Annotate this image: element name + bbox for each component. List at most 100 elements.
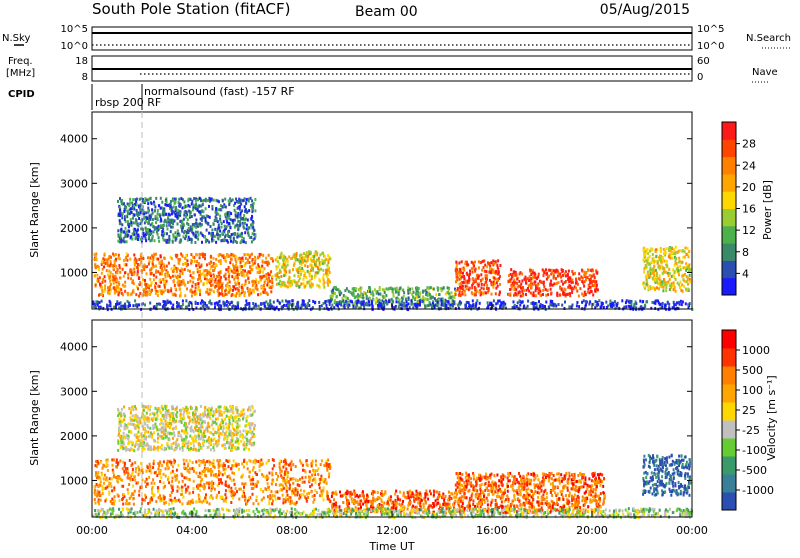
data-cell <box>247 467 249 470</box>
data-cell <box>104 287 106 290</box>
data-cell <box>499 283 501 286</box>
data-cell <box>152 225 154 228</box>
data-cell <box>509 280 511 283</box>
data-cell <box>101 293 103 296</box>
data-cell <box>94 489 96 492</box>
data-cell <box>122 240 124 243</box>
data-cell <box>290 466 292 469</box>
data-cell <box>269 301 271 304</box>
data-cell <box>252 263 254 266</box>
data-cell <box>107 273 109 276</box>
data-cell <box>93 485 95 488</box>
data-cell <box>677 269 679 272</box>
data-cell <box>122 497 124 500</box>
data-cell <box>217 208 219 211</box>
data-cell <box>210 272 212 275</box>
data-cell <box>262 261 264 264</box>
data-cell <box>323 498 325 501</box>
data-cell <box>561 280 563 283</box>
data-cell <box>139 207 141 210</box>
data-cell <box>132 198 134 201</box>
data-cell <box>114 260 116 263</box>
data-cell <box>326 482 328 485</box>
data-cell <box>246 261 248 264</box>
data-cell <box>236 292 238 295</box>
data-cell <box>373 299 375 302</box>
data-cell <box>102 281 104 284</box>
data-cell <box>104 284 106 287</box>
data-cell <box>176 255 178 258</box>
data-cell <box>149 278 151 281</box>
data-cell <box>307 270 309 273</box>
data-cell <box>313 260 315 263</box>
data-cell <box>168 213 170 216</box>
data-cell <box>216 211 218 214</box>
data-cell <box>274 495 276 498</box>
data-cell <box>545 268 547 271</box>
data-cell <box>205 207 207 210</box>
data-cell <box>206 305 208 308</box>
data-cell <box>215 241 217 244</box>
data-cell <box>385 287 387 290</box>
data-cell <box>521 279 523 282</box>
data-cell <box>323 302 325 305</box>
data-cell <box>155 500 157 503</box>
data-cell <box>654 288 656 291</box>
data-cell <box>662 289 664 292</box>
data-cell <box>548 275 550 278</box>
data-cell <box>133 497 135 500</box>
data-cell <box>273 301 275 304</box>
data-cell <box>261 499 263 502</box>
data-cell <box>248 302 250 305</box>
data-cell <box>134 461 136 464</box>
data-cell <box>471 286 473 289</box>
data-cell <box>474 261 476 264</box>
colorbar-swatch <box>722 209 736 227</box>
data-cell <box>222 199 224 202</box>
data-cell <box>210 225 212 228</box>
data-cell <box>211 470 213 473</box>
data-cell <box>670 250 672 253</box>
data-cell <box>116 479 118 482</box>
data-cell <box>217 303 219 306</box>
data-cell <box>279 489 281 492</box>
data-cell <box>243 483 245 486</box>
colorbar-swatch <box>722 157 736 175</box>
data-cell <box>542 293 544 296</box>
data-cell <box>167 460 169 463</box>
data-cell <box>662 272 664 275</box>
data-cell <box>99 484 101 487</box>
data-cell <box>517 286 519 289</box>
data-cell <box>328 472 330 475</box>
data-cell <box>523 289 525 292</box>
data-cell <box>236 283 238 286</box>
data-cell <box>358 288 360 291</box>
data-cell <box>168 481 170 484</box>
data-cell <box>259 469 261 472</box>
data-cell <box>241 265 243 268</box>
data-cell <box>161 272 163 275</box>
data-cell <box>134 479 136 482</box>
data-cell <box>233 254 235 257</box>
data-cell <box>311 267 313 270</box>
data-cell <box>164 273 166 276</box>
data-cell <box>221 226 223 229</box>
data-cell <box>323 486 325 489</box>
data-cell <box>439 293 441 296</box>
data-cell <box>122 503 124 506</box>
data-cell <box>226 239 228 242</box>
data-cell <box>167 228 169 231</box>
data-cell <box>424 304 426 307</box>
data-cell <box>681 303 683 306</box>
data-cell <box>330 295 332 298</box>
data-cell <box>245 304 247 307</box>
data-cell <box>520 283 522 286</box>
colorbar-swatch <box>722 139 736 157</box>
data-cell <box>236 269 238 272</box>
data-cell <box>684 266 686 269</box>
data-cell <box>561 287 563 290</box>
data-cell <box>647 248 649 251</box>
data-cell <box>97 490 99 493</box>
data-cell <box>561 304 563 307</box>
data-cell <box>146 470 148 473</box>
